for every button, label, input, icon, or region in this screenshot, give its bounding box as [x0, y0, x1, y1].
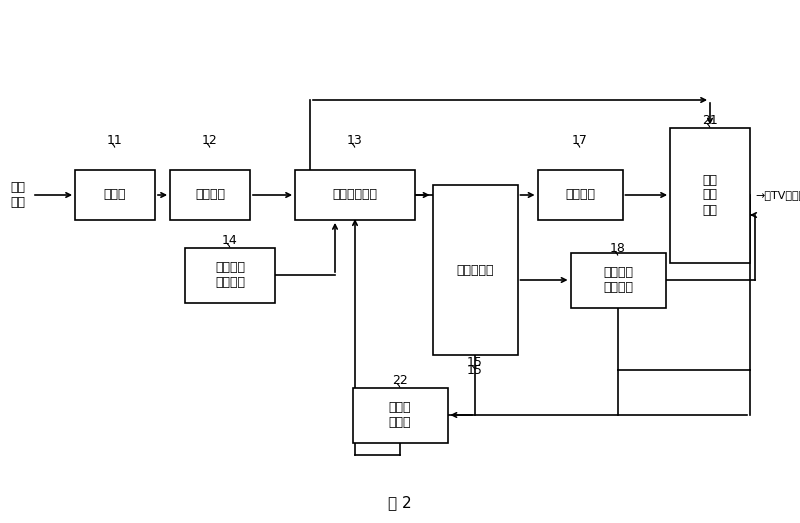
Bar — [670, 128, 750, 263]
Bar — [570, 253, 666, 308]
Text: 时间信息
产生部件: 时间信息 产生部件 — [215, 261, 245, 289]
Bar — [185, 247, 275, 302]
Text: 21: 21 — [702, 113, 718, 127]
Text: 18: 18 — [610, 242, 626, 255]
Text: 解码部件: 解码部件 — [565, 188, 595, 201]
Text: 来自
天线: 来自 天线 — [10, 181, 26, 209]
Text: →至TV监视器: →至TV监视器 — [755, 190, 800, 200]
Bar — [433, 185, 518, 355]
Text: 13: 13 — [347, 133, 363, 146]
Text: 12: 12 — [202, 133, 218, 146]
Text: 图 2: 图 2 — [388, 495, 412, 510]
Bar — [538, 170, 622, 220]
Bar — [75, 170, 155, 220]
Text: 时间信息
提取部件: 时间信息 提取部件 — [603, 266, 633, 294]
Text: 切换判
断部件: 切换判 断部件 — [389, 401, 411, 429]
Text: 解调部件: 解调部件 — [195, 188, 225, 201]
Text: 14: 14 — [222, 233, 238, 246]
Text: 17: 17 — [572, 133, 588, 146]
Bar — [170, 170, 250, 220]
Text: 硬盘驱动器: 硬盘驱动器 — [456, 264, 494, 277]
Text: 11: 11 — [107, 133, 123, 146]
Bar — [295, 170, 415, 220]
Bar — [353, 388, 447, 442]
Text: 调谐器: 调谐器 — [104, 188, 126, 201]
Text: 输出
切换
部件: 输出 切换 部件 — [702, 174, 718, 217]
Text: 15: 15 — [467, 356, 483, 369]
Text: 15: 15 — [467, 363, 483, 377]
Text: 压缩编码部件: 压缩编码部件 — [333, 188, 378, 201]
Text: 22: 22 — [392, 373, 408, 386]
